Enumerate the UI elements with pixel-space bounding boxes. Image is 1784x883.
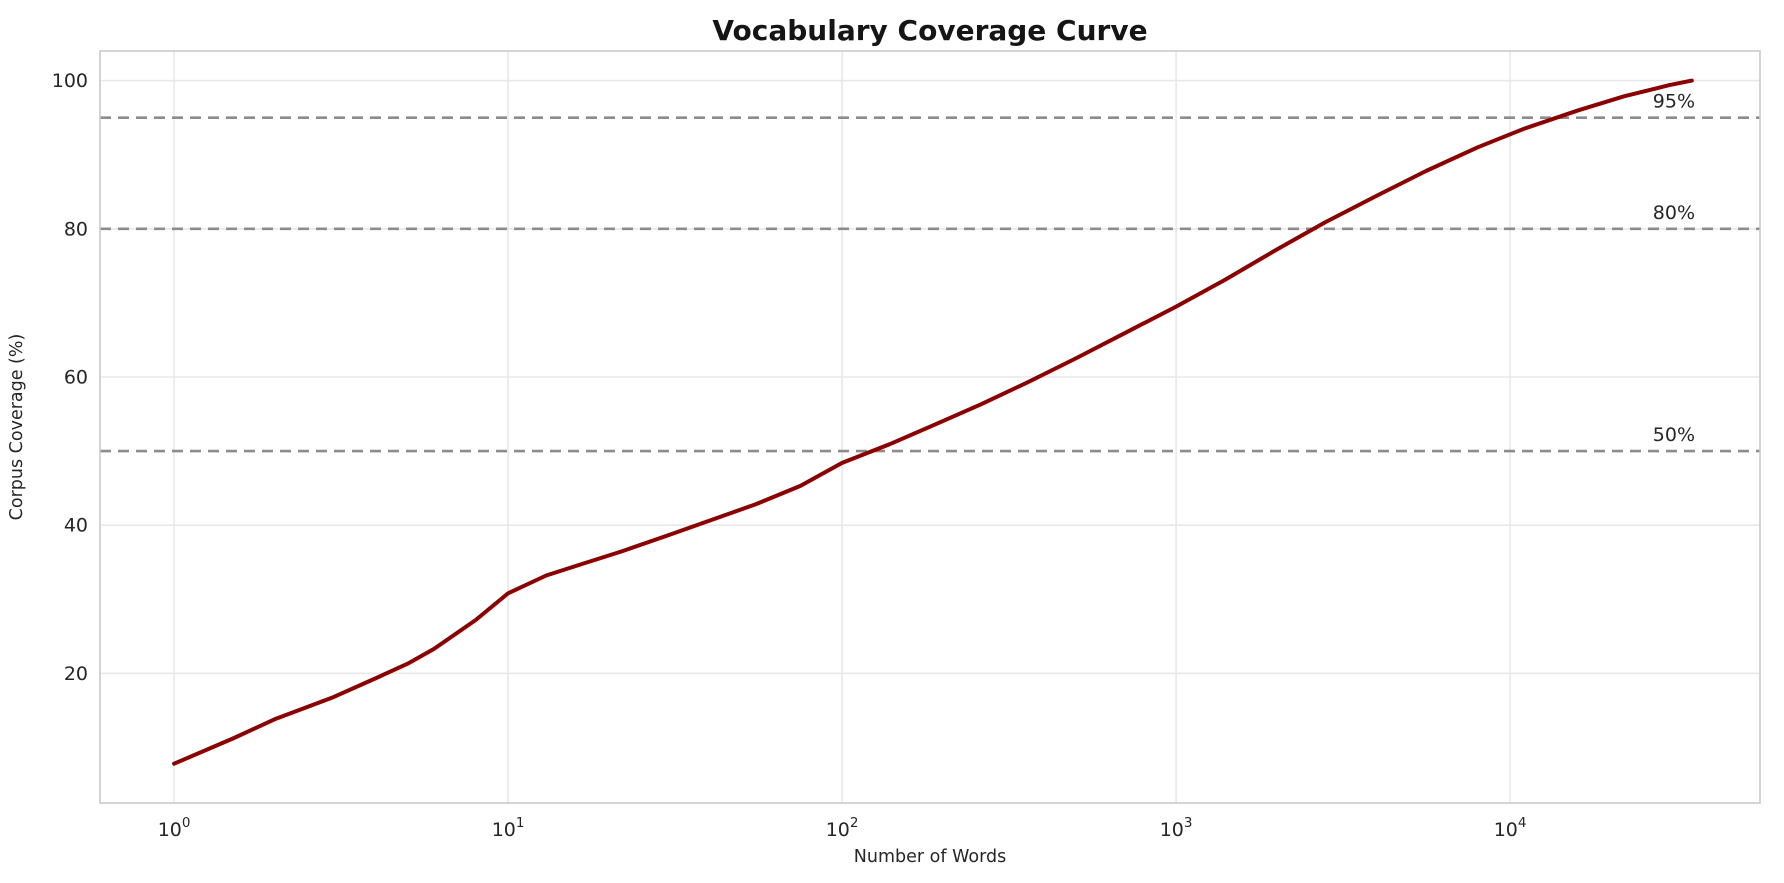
x-tick-label: 103 xyxy=(1160,815,1193,841)
y-tick-label: 60 xyxy=(64,366,88,388)
series-layer xyxy=(172,78,1694,766)
reference-label-50: 50% xyxy=(1653,424,1695,446)
reference-label-80: 80% xyxy=(1653,202,1695,224)
y-tick-label: 80 xyxy=(64,218,88,240)
y-tick-label: 100 xyxy=(52,70,88,92)
x-tick-label: 102 xyxy=(826,815,859,841)
x-tick-label: 101 xyxy=(492,815,525,841)
x-axis-label: Number of Words xyxy=(854,847,1006,867)
reference-lines-layer: 50% 80% 95% xyxy=(100,91,1760,453)
plot-frame xyxy=(99,50,1761,804)
x-tick-label: 104 xyxy=(1494,815,1527,841)
chart-title: Vocabulary Coverage Curve xyxy=(712,14,1147,47)
axis-layer: 20 40 60 80 100 100 101 102 103 104 xyxy=(52,50,1761,841)
x-tick-label: 100 xyxy=(158,815,191,841)
y-tick-label: 40 xyxy=(64,515,88,537)
reference-label-95: 95% xyxy=(1653,91,1695,113)
coverage-curve xyxy=(172,78,1694,766)
y-tick-label: 20 xyxy=(64,663,88,685)
y-axis-label: Corpus Coverage (%) xyxy=(7,334,27,521)
